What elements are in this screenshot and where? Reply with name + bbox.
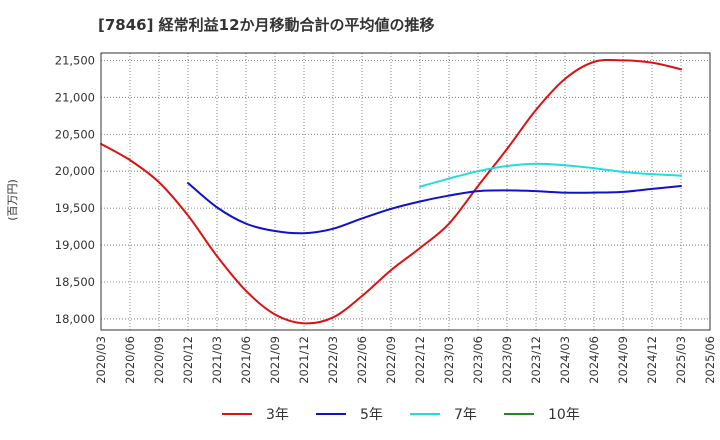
x-tick-label: 2020/06 [123, 336, 137, 384]
x-tick-label: 2024/06 [587, 336, 601, 384]
x-tick-label: 2021/03 [210, 336, 224, 384]
x-tick-label: 2022/09 [384, 336, 398, 384]
y-tick-label: 18,000 [55, 312, 95, 326]
y-tick-label: 19,000 [55, 238, 95, 252]
x-tick-label: 2020/09 [152, 336, 166, 384]
x-tick-label: 2022/06 [355, 336, 369, 384]
chart-title: [7846] 経常利益12か月移動合計の平均値の推移 [98, 16, 435, 34]
legend-label: 10年 [548, 407, 580, 423]
x-tick-label: 2021/06 [239, 336, 253, 384]
y-tick-label: 18,500 [55, 275, 95, 289]
x-tick-label: 2024/03 [558, 336, 572, 384]
x-axis-ticks: 2020/03 2020/06 2020/09 2020/12 2021/03 2021/… [94, 336, 717, 384]
x-tick-label: 2024/12 [645, 336, 659, 384]
x-tick-label: 2020/12 [181, 336, 195, 384]
series-layer [100, 58, 682, 325]
x-tick-label: 2022/03 [326, 336, 340, 384]
y-axis-label: (百万円) [6, 179, 19, 221]
y-tick-label: 19,500 [55, 201, 95, 215]
x-tick-label: 2023/03 [442, 336, 456, 384]
x-tick-label: 2021/12 [297, 336, 311, 384]
x-tick-label: 2023/12 [529, 336, 543, 384]
x-tick-label: 2025/06 [703, 336, 717, 384]
legend-label: 5年 [360, 407, 383, 423]
series-line-7年 [419, 162, 682, 188]
y-tick-label: 21,000 [55, 90, 95, 104]
x-tick-label: 2020/03 [94, 336, 108, 384]
legend-label: 3年 [266, 407, 289, 423]
x-tick-label: 2024/09 [616, 336, 630, 384]
x-tick-label: 2022/12 [413, 336, 427, 384]
legend-label: 7年 [454, 407, 477, 423]
x-tick-label: 2025/03 [674, 336, 688, 384]
y-tick-label: 20,000 [55, 164, 95, 178]
x-tick-label: 2023/06 [471, 336, 485, 384]
x-tick-label: 2023/09 [500, 336, 514, 384]
y-tick-label: 21,500 [55, 53, 95, 67]
legend: 3年 5年 7年 10年 [222, 407, 580, 423]
y-tick-label: 20,500 [55, 127, 95, 141]
x-tick-label: 2021/09 [268, 336, 282, 384]
plot-frame [100, 52, 711, 331]
series-line-3年 [100, 58, 682, 325]
series-line-5年 [187, 182, 682, 235]
y-axis-ticks: 18,000 18,500 19,000 19,500 20,000 20,500 21,0… [55, 53, 95, 326]
